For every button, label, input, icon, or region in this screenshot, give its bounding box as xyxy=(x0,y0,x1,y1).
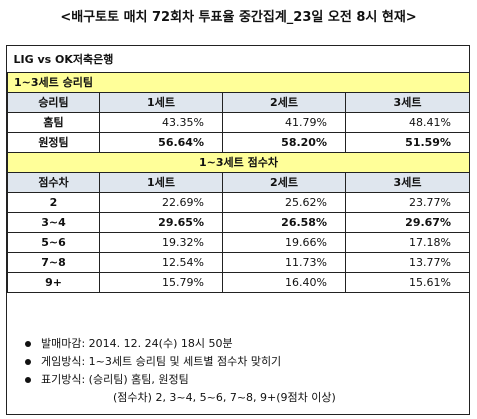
cell-value: 23.77% xyxy=(345,191,470,213)
diff-header-set3: 3세트 xyxy=(345,171,470,193)
cell-value: 51.59% xyxy=(345,131,470,153)
diff-row-2: 2 22.69% 25.62% 23.77% xyxy=(7,191,470,213)
match-row: LIG vs OK저축은행 xyxy=(7,46,470,73)
cell-value: 43.35% xyxy=(99,111,223,133)
note-notation-sub: (점수차) 2, 3~4, 5~6, 7~8, 9+(9점차 이상) xyxy=(25,389,336,407)
row-label: 9+ xyxy=(7,271,100,293)
cell-value: 29.65% xyxy=(99,211,223,233)
section-diff-row: 1~3세트 점수차 xyxy=(7,151,470,173)
cell-value: 56.64% xyxy=(99,131,223,153)
note-text: 발매마감: 2014. 12. 24(수) 18시 50분 xyxy=(41,337,233,350)
note-notation: 표기방식: (승리팀) 홈팀, 원정팀 xyxy=(25,371,336,389)
diff-row-3-4: 3~4 29.65% 26.58% 29.67% xyxy=(7,211,470,233)
section-diff-title: 1~3세트 점수차 xyxy=(7,151,470,173)
cell-value: 12.54% xyxy=(99,251,223,273)
cell-value: 25.62% xyxy=(222,191,346,213)
row-label: 5~6 xyxy=(7,231,100,253)
win-row-home: 홈팀 43.35% 41.79% 48.41% xyxy=(7,111,470,133)
section-win-title: 1~3세트 승리팀 xyxy=(7,71,470,93)
win-row-away: 원정팀 56.64% 58.20% 51.59% xyxy=(7,131,470,153)
note-deadline: 발매마감: 2014. 12. 24(수) 18시 50분 xyxy=(25,335,336,353)
cell-value: 22.69% xyxy=(99,191,223,213)
row-label: 7~8 xyxy=(7,251,100,273)
note-text: 게임방식: 1~3세트 승리팀 및 세트별 점수차 맞히기 xyxy=(41,355,282,368)
cell-value: 48.41% xyxy=(345,111,470,133)
match-name: LIG vs OK저축은행 xyxy=(7,46,470,73)
cell-value: 41.79% xyxy=(222,111,346,133)
win-header-set1: 1세트 xyxy=(99,91,223,113)
diff-row-5-6: 5~6 19.32% 19.66% 17.18% xyxy=(7,231,470,253)
row-label: 3~4 xyxy=(7,211,100,233)
note-method: 게임방식: 1~3세트 승리팀 및 세트별 점수차 맞히기 xyxy=(25,353,336,371)
row-label: 원정팀 xyxy=(7,131,100,153)
row-label: 2 xyxy=(7,191,100,213)
cell-value: 15.61% xyxy=(345,271,470,293)
diff-header-label: 점수차 xyxy=(7,171,100,193)
bullet-icon xyxy=(25,359,31,365)
cell-value: 29.67% xyxy=(345,211,470,233)
cell-value: 26.58% xyxy=(222,211,346,233)
vote-rate-sheet: LIG vs OK저축은행 1~3세트 승리팀 승리팀 1세트 2세트 3세트 … xyxy=(6,45,470,415)
vote-rate-table: LIG vs OK저축은행 1~3세트 승리팀 승리팀 1세트 2세트 3세트 … xyxy=(7,46,470,293)
diff-header-row: 점수차 1세트 2세트 3세트 xyxy=(7,171,470,193)
cell-value: 19.32% xyxy=(99,231,223,253)
notes: 발매마감: 2014. 12. 24(수) 18시 50분 게임방식: 1~3세… xyxy=(25,335,336,407)
cell-value: 13.77% xyxy=(345,251,470,273)
cell-value: 16.40% xyxy=(222,271,346,293)
win-header-label: 승리팀 xyxy=(7,91,100,113)
diff-row-7-8: 7~8 12.54% 11.73% 13.77% xyxy=(7,251,470,273)
diff-header-set2: 2세트 xyxy=(222,171,346,193)
cell-value: 15.79% xyxy=(99,271,223,293)
cell-value: 58.20% xyxy=(222,131,346,153)
cell-value: 19.66% xyxy=(222,231,346,253)
diff-row-9-plus: 9+ 15.79% 16.40% 15.61% xyxy=(7,271,470,293)
win-header-set3: 3세트 xyxy=(345,91,470,113)
page-title: <배구토토 매치 72회차 투표율 중간집계_23일 오전 8시 현재> xyxy=(60,10,417,25)
cell-value: 17.18% xyxy=(345,231,470,253)
note-text: 표기방식: (승리팀) 홈팀, 원정팀 xyxy=(41,373,189,386)
note-text: (점수차) 2, 3~4, 5~6, 7~8, 9+(9점차 이상) xyxy=(113,391,336,404)
win-header-set2: 2세트 xyxy=(222,91,346,113)
row-label: 홈팀 xyxy=(7,111,100,133)
bullet-icon xyxy=(25,341,31,347)
diff-header-set1: 1세트 xyxy=(99,171,223,193)
bullet-icon xyxy=(25,377,31,383)
win-header-row: 승리팀 1세트 2세트 3세트 xyxy=(7,91,470,113)
section-win-row: 1~3세트 승리팀 xyxy=(7,71,470,93)
cell-value: 11.73% xyxy=(222,251,346,273)
